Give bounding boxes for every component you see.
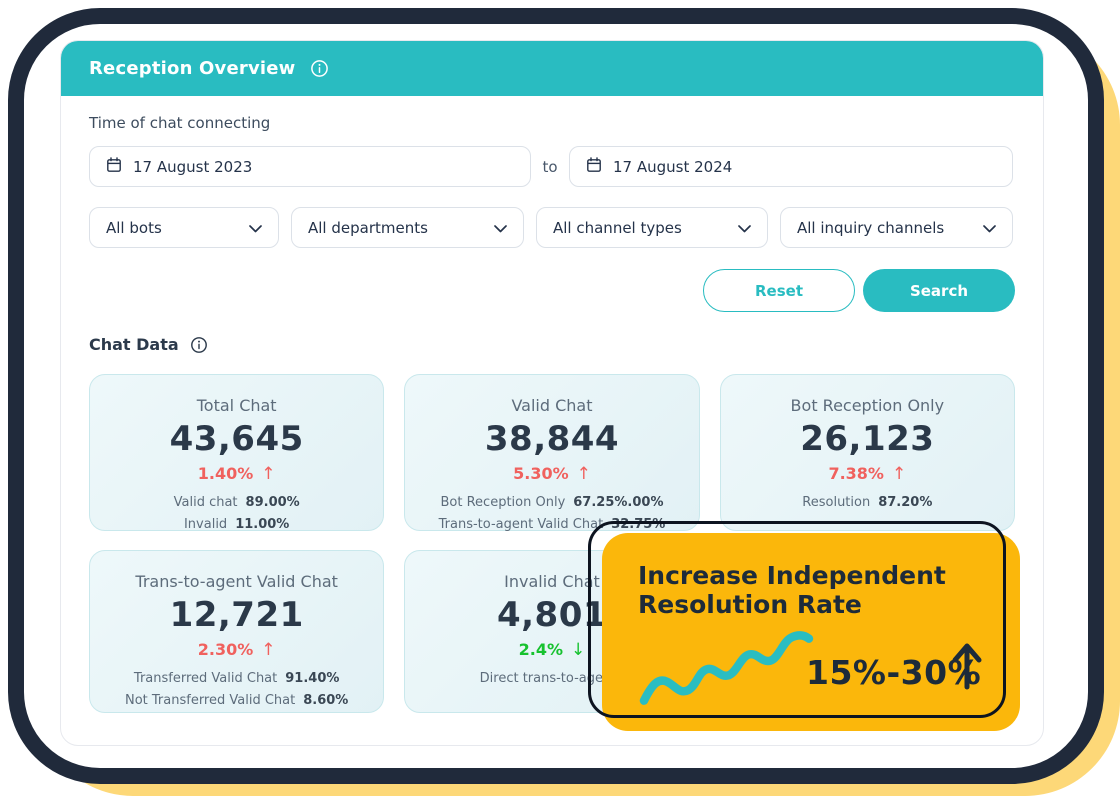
callout-title-line2: Resolution Rate	[638, 590, 862, 619]
channel-types-dropdown-value: All channel types	[553, 218, 682, 237]
actions-row: Reset Search	[89, 269, 1015, 312]
card-stat: Not Transferred Valid Chat 8.60%	[124, 693, 349, 708]
card-title: Trans-to-agent Valid Chat	[135, 572, 338, 591]
card-value: 38,844	[484, 419, 620, 459]
card-trans-to-agent-valid-chat: Trans-to-agent Valid Chat 12,721 2.30% ↑ …	[89, 550, 385, 713]
card-delta: 2.4% ↓	[405, 640, 698, 660]
reception-overview-panel: Reception Overview Time of chat connecti…	[60, 40, 1044, 746]
departments-dropdown-value: All departments	[308, 218, 428, 237]
trend-up-icon: ↑	[576, 464, 591, 484]
card-title: Invalid Chat	[504, 572, 600, 591]
card-title: Valid Chat	[511, 396, 593, 415]
reset-button[interactable]: Reset	[703, 269, 855, 312]
chevron-down-icon	[249, 219, 262, 237]
channel-types-dropdown[interactable]: All channel types	[536, 207, 768, 248]
chevron-down-icon	[983, 219, 996, 237]
date-from-value: 17 August 2023	[133, 157, 253, 176]
card-value: 26,123	[800, 419, 935, 459]
card-bot-reception-only: Bot Reception Only 26,123 7.38% ↑ Resolut…	[719, 374, 1015, 531]
card-stat: Valid chat 89.00%	[173, 495, 300, 510]
departments-dropdown[interactable]: All departments	[291, 207, 524, 248]
bots-dropdown[interactable]: All bots	[89, 207, 279, 248]
trend-up-icon: ↑	[261, 640, 276, 660]
calendar-icon	[106, 156, 122, 177]
up-arrow-icon	[952, 643, 982, 690]
delta-value: 1.40%	[197, 464, 254, 483]
card-delta: 5.30% ↑	[405, 464, 698, 484]
card-stat: Resolution 87.20%	[802, 495, 933, 510]
filters-row: All bots All departments All channel typ…	[89, 207, 1015, 248]
card-stat: Transferred Valid Chat 91.40%	[133, 671, 340, 686]
card-total-chat: Total Chat 43,645 1.40% ↑ Valid chat 89.00…	[89, 374, 385, 532]
card-value: 43,645	[169, 419, 304, 459]
date-from-input[interactable]: 17 August 2023	[89, 146, 531, 187]
chat-data-header: Chat Data	[89, 335, 1015, 354]
time-of-chat-label: Time of chat connecting	[89, 114, 271, 132]
card-valid-chat: Valid Chat 38,844 5.30% ↑ Bot Reception O…	[404, 374, 700, 532]
card-title: Total Chat	[196, 396, 277, 415]
bots-dropdown-value: All bots	[106, 218, 162, 237]
card-delta: 2.30% ↑	[90, 640, 383, 660]
search-button[interactable]: Search	[863, 269, 1015, 312]
date-to-input[interactable]: 17 August 2024	[569, 146, 1013, 187]
inquiry-channels-dropdown[interactable]: All inquiry channels	[780, 207, 1013, 248]
delta-value: 5.30%	[513, 464, 569, 483]
delta-value: 2.30%	[197, 640, 254, 659]
page-title: Reception Overview	[89, 58, 296, 79]
card-value: 12,721	[169, 595, 304, 635]
chevron-down-icon	[494, 219, 507, 237]
chat-data-title: Chat Data	[89, 335, 179, 354]
trend-down-icon: ↓	[571, 640, 586, 660]
inquiry-channels-dropdown-value: All inquiry channels	[797, 218, 945, 237]
date-to-value: 17 August 2024	[613, 157, 733, 176]
card-delta: 7.38% ↑	[721, 464, 1014, 484]
callout-title: Increase Independent Resolution Rate	[638, 561, 946, 619]
card-stat: Direct trans-to-agent	[479, 671, 617, 686]
card-delta: 1.40% ↑	[90, 464, 383, 484]
card-title: Bot Reception Only	[790, 396, 945, 415]
trend-up-icon: ↑	[891, 464, 907, 484]
info-icon[interactable]	[310, 59, 329, 78]
date-range-row: 17 August 2023 to 17 August 2024	[89, 146, 1015, 187]
card-stat: Trans-to-agent Valid Chat 32.75%	[438, 517, 666, 532]
to-label: to	[542, 157, 558, 176]
callout-title-line1: Increase Independent	[638, 561, 946, 590]
info-icon[interactable]	[190, 336, 208, 354]
card-stat: Bot Reception Only 67.25%.00%	[440, 495, 664, 510]
panel-header: Reception Overview	[61, 41, 1043, 96]
callout-card: Increase Independent Resolution Rate 15%…	[602, 533, 1020, 731]
trend-up-icon: ↑	[261, 464, 276, 484]
trend-squiggle-icon	[639, 631, 814, 705]
calendar-icon	[586, 156, 602, 177]
card-stat: Invalid 11.00%	[183, 517, 290, 532]
delta-value: 2.4%	[518, 640, 564, 659]
callout-range: 15%-30%	[806, 653, 982, 692]
chevron-down-icon	[738, 219, 751, 237]
delta-value: 7.38%	[828, 464, 884, 483]
